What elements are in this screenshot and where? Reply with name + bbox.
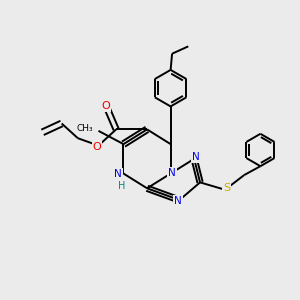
Text: N: N: [174, 196, 182, 206]
Text: CH₃: CH₃: [76, 124, 93, 133]
Text: N: N: [114, 169, 122, 178]
Text: N: N: [192, 152, 200, 162]
Text: H: H: [118, 181, 126, 191]
Text: O: O: [93, 142, 101, 152]
Text: S: S: [223, 183, 230, 193]
Text: O: O: [101, 101, 110, 111]
Text: N: N: [168, 168, 176, 178]
